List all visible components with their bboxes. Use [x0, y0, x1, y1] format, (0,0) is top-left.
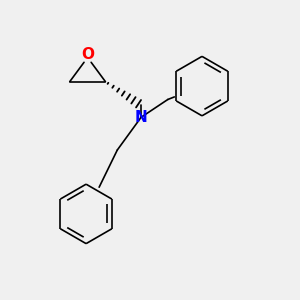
- Text: N: N: [135, 110, 148, 125]
- Text: O: O: [81, 47, 94, 62]
